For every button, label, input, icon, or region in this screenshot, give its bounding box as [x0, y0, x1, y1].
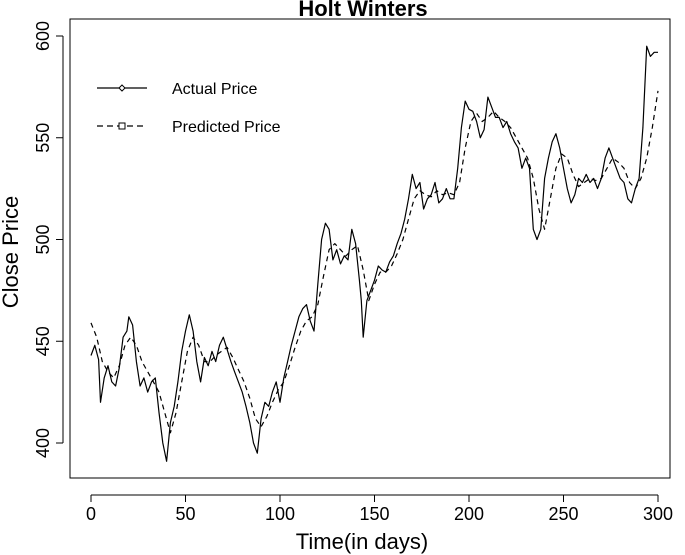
- x-tick-label: 250: [548, 504, 578, 524]
- x-tick-label: 200: [454, 504, 484, 524]
- y-tick-label: 500: [33, 224, 53, 254]
- legend-label: Predicted Price: [172, 119, 281, 136]
- series-layer: [90, 45, 659, 462]
- legend-square-marker: [118, 122, 126, 130]
- y-tick-label: 550: [33, 123, 53, 153]
- y-tick-label: 450: [33, 326, 53, 356]
- chart-legend: Actual Price Predicted Price: [97, 81, 281, 136]
- x-tick-label: 300: [643, 504, 673, 524]
- legend-diamond-marker: [118, 84, 126, 92]
- x-tick-label: 50: [175, 504, 195, 524]
- plot-frame: [69, 18, 671, 479]
- y-tick-label: 400: [33, 428, 53, 458]
- series-line-actual-price: [90, 45, 658, 462]
- y-tick-label: 600: [33, 21, 53, 51]
- x-axis: 0 50 100 150 200 250 300: [86, 494, 673, 524]
- y-axis-title: Close Price: [0, 196, 23, 308]
- y-axis: 400 450 500 550 600: [33, 21, 64, 458]
- x-axis-title: Time(in days): [296, 529, 428, 554]
- x-tick-label: 0: [86, 504, 96, 524]
- series-line-predicted-price: [90, 90, 659, 434]
- legend-label: Actual Price: [172, 81, 257, 98]
- x-tick-label: 100: [265, 504, 295, 524]
- x-tick-label: 150: [359, 504, 389, 524]
- chart-title: Holt Winters: [298, 0, 427, 21]
